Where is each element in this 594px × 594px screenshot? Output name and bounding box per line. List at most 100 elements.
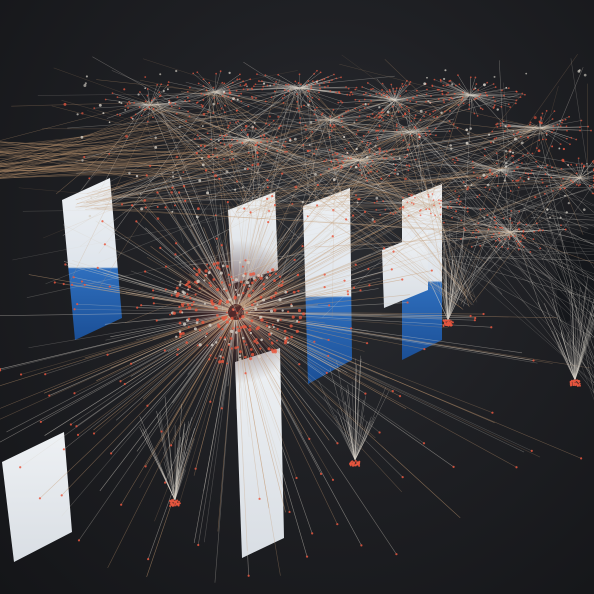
network-node	[515, 132, 518, 135]
network-node	[425, 93, 428, 96]
network-node	[76, 303, 79, 306]
network-node	[210, 138, 212, 141]
network-node	[408, 83, 411, 86]
network-edge	[219, 319, 236, 401]
network-node	[300, 105, 303, 108]
network-node	[517, 179, 520, 182]
network-edge	[572, 314, 576, 381]
network-edge	[331, 126, 405, 194]
network-node	[256, 303, 259, 306]
network-node	[182, 185, 186, 188]
network-edge	[299, 87, 349, 89]
network-edge	[242, 264, 356, 309]
network-node	[328, 168, 330, 170]
network-node	[582, 208, 586, 211]
network-edge	[242, 135, 324, 204]
network-node	[178, 125, 181, 128]
network-edge	[579, 177, 594, 182]
network-edge	[214, 78, 240, 93]
network-node	[491, 172, 494, 175]
network-edge	[104, 244, 230, 309]
network-edge	[164, 476, 176, 501]
network-edge	[354, 399, 364, 461]
network-node	[137, 93, 140, 96]
network-edge	[469, 94, 502, 108]
network-edge	[300, 87, 467, 295]
network-node	[540, 116, 542, 119]
network-edge	[139, 79, 410, 136]
network-node	[90, 196, 93, 200]
network-node	[291, 315, 295, 319]
network-node	[378, 431, 381, 434]
network-node	[545, 185, 548, 188]
network-node	[414, 196, 416, 199]
network-edge	[409, 129, 458, 292]
network-node	[205, 89, 208, 92]
network-edge	[538, 219, 594, 245]
network-node	[400, 133, 403, 136]
network-edge	[359, 159, 407, 166]
network-node	[196, 318, 199, 322]
network-edge	[469, 94, 494, 109]
network-edge	[0, 168, 237, 181]
network-edge	[460, 231, 508, 297]
network-node	[215, 341, 218, 344]
network-edge	[61, 318, 232, 517]
network-node	[487, 228, 490, 231]
network-edge	[243, 287, 355, 311]
network-edge	[354, 421, 368, 461]
network-node	[352, 214, 355, 217]
network-edge	[159, 104, 245, 306]
network-edge	[377, 130, 411, 133]
network-node	[513, 137, 517, 141]
network-node	[298, 73, 301, 76]
network-node	[579, 129, 581, 132]
network-node	[563, 187, 566, 190]
network-edge	[380, 99, 396, 117]
network-node	[209, 354, 212, 357]
network-node	[434, 214, 437, 217]
network-edge	[229, 122, 251, 141]
network-edge	[473, 157, 594, 173]
network-edge	[530, 217, 594, 221]
network-node	[319, 87, 322, 90]
network-node	[478, 95, 481, 98]
network-edge	[109, 286, 229, 311]
network-edge	[574, 295, 591, 381]
network-edge	[218, 92, 248, 201]
network-node	[183, 295, 186, 298]
network-edge	[412, 208, 594, 242]
network-node	[390, 268, 393, 271]
network-edge	[340, 417, 356, 461]
network-edge	[249, 137, 335, 201]
network-edge	[242, 316, 541, 458]
network-edge	[243, 312, 475, 321]
network-node	[227, 124, 230, 127]
network-node	[250, 352, 255, 357]
network-edge	[175, 243, 232, 306]
network-edge	[275, 122, 327, 295]
network-edge	[467, 169, 501, 188]
network-edge	[329, 115, 360, 121]
network-edge	[302, 87, 409, 199]
network-node	[395, 125, 398, 128]
network-edge	[81, 135, 401, 206]
network-node	[207, 110, 209, 113]
network-node	[410, 193, 413, 197]
network-node	[488, 133, 491, 136]
network-edge	[338, 97, 464, 197]
network-edge	[433, 94, 471, 112]
network-edge	[238, 319, 297, 479]
network-edge	[306, 85, 342, 194]
network-edge	[509, 223, 537, 233]
network-edge	[460, 168, 510, 305]
network-node	[496, 125, 499, 128]
network-node	[244, 259, 247, 262]
network-node	[356, 129, 359, 132]
network-node	[225, 300, 230, 304]
network-node	[423, 347, 426, 351]
network-node	[116, 96, 119, 98]
network-edge	[497, 169, 501, 186]
network-node	[354, 459, 357, 462]
